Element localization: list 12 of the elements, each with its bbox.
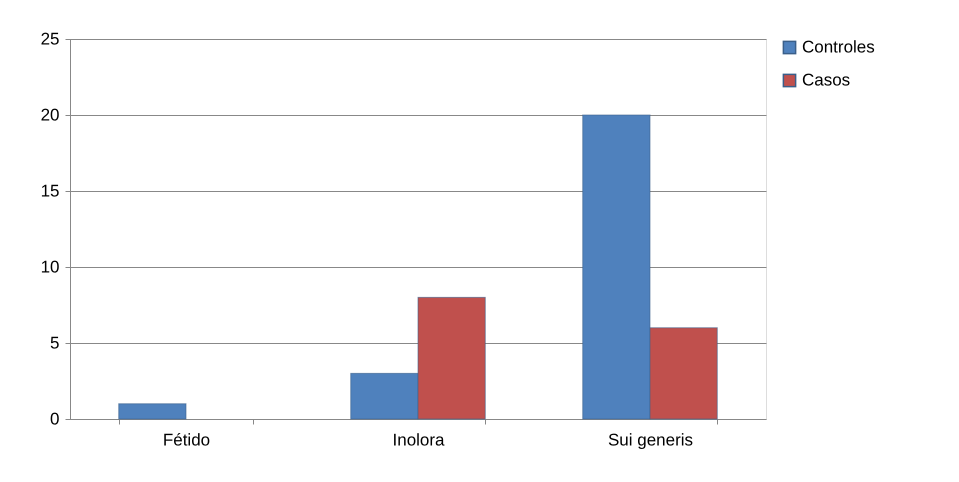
y-tick-label: 10 (40, 258, 60, 276)
x-tick-label: Inolora (392, 430, 446, 450)
bar (118, 403, 186, 420)
legend-label: Controles (802, 38, 875, 56)
y-tick-label: 25 (40, 30, 60, 48)
x-tick-label: Fétido (162, 430, 210, 450)
y-tick-label: 20 (40, 106, 60, 124)
y-tick-label: 5 (50, 334, 60, 352)
legend-label: Casos (802, 70, 850, 90)
x-tick-label: Sui generis (608, 430, 694, 450)
y-tick-label: 15 (40, 182, 60, 200)
y-tick-label: 0 (50, 410, 60, 428)
